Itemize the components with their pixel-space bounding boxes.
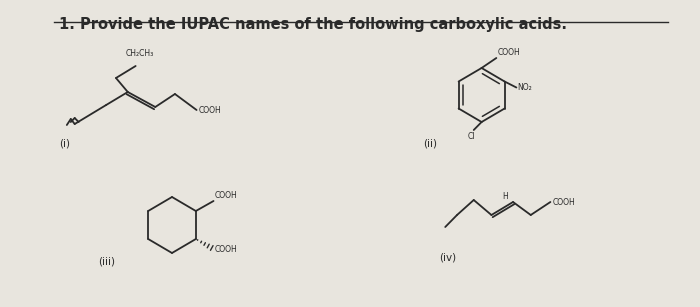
Text: Cl: Cl: [468, 132, 475, 141]
Text: NO₂: NO₂: [517, 83, 532, 92]
Text: (i): (i): [59, 138, 70, 148]
Text: COOH: COOH: [552, 197, 575, 207]
Text: COOH: COOH: [214, 191, 237, 200]
Text: (ii): (ii): [423, 138, 437, 148]
Text: H: H: [503, 192, 508, 200]
Text: (iv): (iv): [440, 253, 456, 263]
Text: 1. Provide the IUPAC names of the following carboxylic acids.: 1. Provide the IUPAC names of the follow…: [59, 17, 567, 32]
Text: COOH: COOH: [199, 106, 221, 115]
Text: CH₂CH₃: CH₂CH₃: [126, 49, 154, 58]
Text: COOH: COOH: [214, 244, 237, 254]
Text: COOH: COOH: [497, 48, 520, 57]
Text: (iii): (iii): [98, 257, 116, 267]
